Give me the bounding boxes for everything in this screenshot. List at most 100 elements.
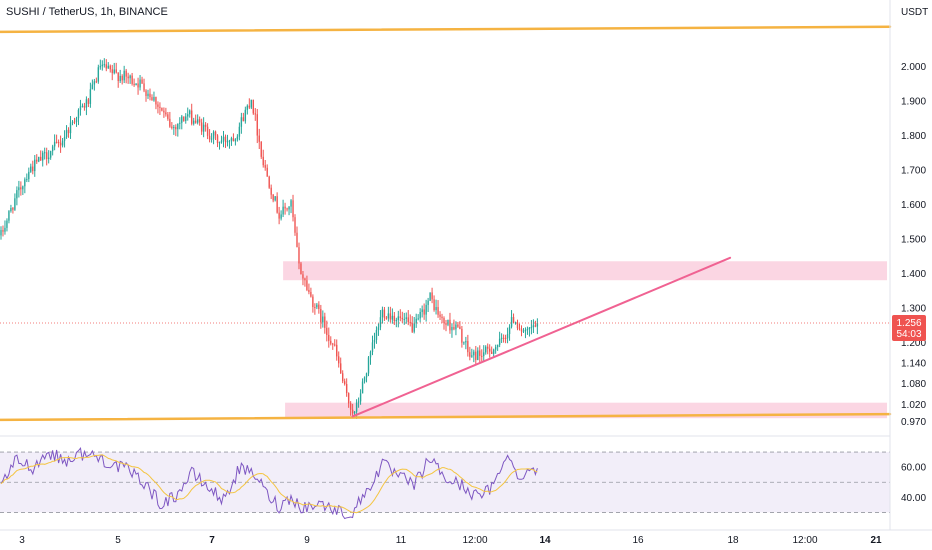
candle	[157, 101, 159, 114]
candle	[121, 74, 123, 85]
candle-body	[377, 327, 380, 331]
candle-body	[463, 342, 465, 344]
candle-body	[127, 76, 129, 79]
candle	[518, 323, 521, 331]
candle	[71, 120, 74, 126]
y-tick-label: 1.200	[901, 338, 926, 349]
candle	[264, 159, 266, 171]
candle-body	[45, 152, 48, 160]
candle	[334, 339, 336, 347]
candle-body	[508, 326, 511, 335]
currency-label: USDT	[901, 7, 928, 18]
candle-body	[268, 176, 270, 188]
candle	[385, 316, 388, 320]
candle-body	[383, 309, 386, 318]
candle-body	[294, 217, 296, 233]
candle-body	[385, 317, 388, 319]
candle	[475, 345, 477, 365]
candle	[196, 114, 199, 125]
candle-body	[306, 280, 308, 290]
candle	[302, 271, 304, 286]
candle-body	[236, 136, 239, 140]
candle	[328, 327, 330, 348]
candle-body	[83, 105, 86, 108]
candle	[387, 306, 390, 322]
candle	[528, 327, 531, 337]
candle-body	[447, 319, 449, 325]
candle-body	[506, 334, 509, 339]
candle	[77, 108, 80, 126]
candle-body	[103, 64, 105, 66]
candle-body	[14, 198, 16, 210]
candle	[318, 301, 320, 314]
candle-body	[324, 316, 326, 328]
candle-body	[32, 166, 34, 172]
y-tick-label: 1.900	[901, 96, 926, 107]
candle-body	[371, 342, 374, 352]
candle-body	[284, 206, 286, 209]
candle-body	[421, 309, 423, 313]
candle-body	[169, 118, 171, 127]
candle	[256, 108, 258, 144]
candle-body	[181, 116, 183, 123]
candle-body	[425, 304, 427, 315]
candle-body	[51, 146, 54, 152]
candle	[332, 342, 334, 350]
resistance-zone	[283, 261, 888, 281]
y-tick-label: 2.000	[901, 62, 926, 73]
candle	[314, 303, 316, 315]
candle	[260, 141, 262, 159]
candle-body	[26, 179, 28, 181]
candle	[252, 99, 254, 115]
candle	[107, 62, 109, 69]
candle-body	[405, 317, 407, 319]
candle	[36, 154, 38, 164]
candle-body	[89, 89, 92, 104]
candle-body	[250, 99, 253, 108]
candle-body	[272, 194, 274, 201]
x-tick-label: 12:00	[792, 535, 817, 546]
candle	[175, 124, 177, 137]
candle-body	[91, 84, 94, 90]
candle	[139, 75, 141, 91]
candle	[133, 78, 135, 87]
candle-body	[351, 409, 354, 414]
candle	[415, 313, 417, 328]
candle-body	[375, 330, 378, 340]
candle-body	[310, 291, 312, 297]
candle	[0, 226, 2, 240]
candle	[453, 319, 455, 331]
candle	[304, 277, 306, 287]
candle	[55, 134, 58, 144]
candle-body	[270, 187, 272, 195]
candle	[347, 392, 350, 408]
candle	[393, 312, 396, 325]
candle	[115, 62, 117, 74]
candle	[445, 319, 447, 332]
candle-body	[457, 324, 459, 327]
candle	[187, 107, 189, 121]
candle	[4, 220, 6, 235]
candle	[248, 98, 251, 110]
candle	[403, 312, 405, 325]
x-tick-label: 9	[304, 535, 310, 546]
candle	[192, 117, 195, 126]
candle	[26, 173, 28, 183]
candle	[123, 65, 125, 84]
candle	[165, 107, 167, 117]
candle-body	[93, 81, 96, 85]
candle	[117, 72, 119, 88]
candle	[147, 89, 149, 99]
candle-body	[445, 323, 447, 325]
upper-channel	[0, 25, 892, 34]
candle	[22, 185, 24, 196]
candle-body	[318, 304, 320, 309]
candle-body	[131, 75, 133, 84]
candle-body	[530, 327, 533, 329]
price-badge-value: 1.256	[896, 318, 921, 329]
candle-body	[330, 340, 332, 344]
candle-body	[105, 64, 107, 69]
candle	[238, 122, 241, 141]
